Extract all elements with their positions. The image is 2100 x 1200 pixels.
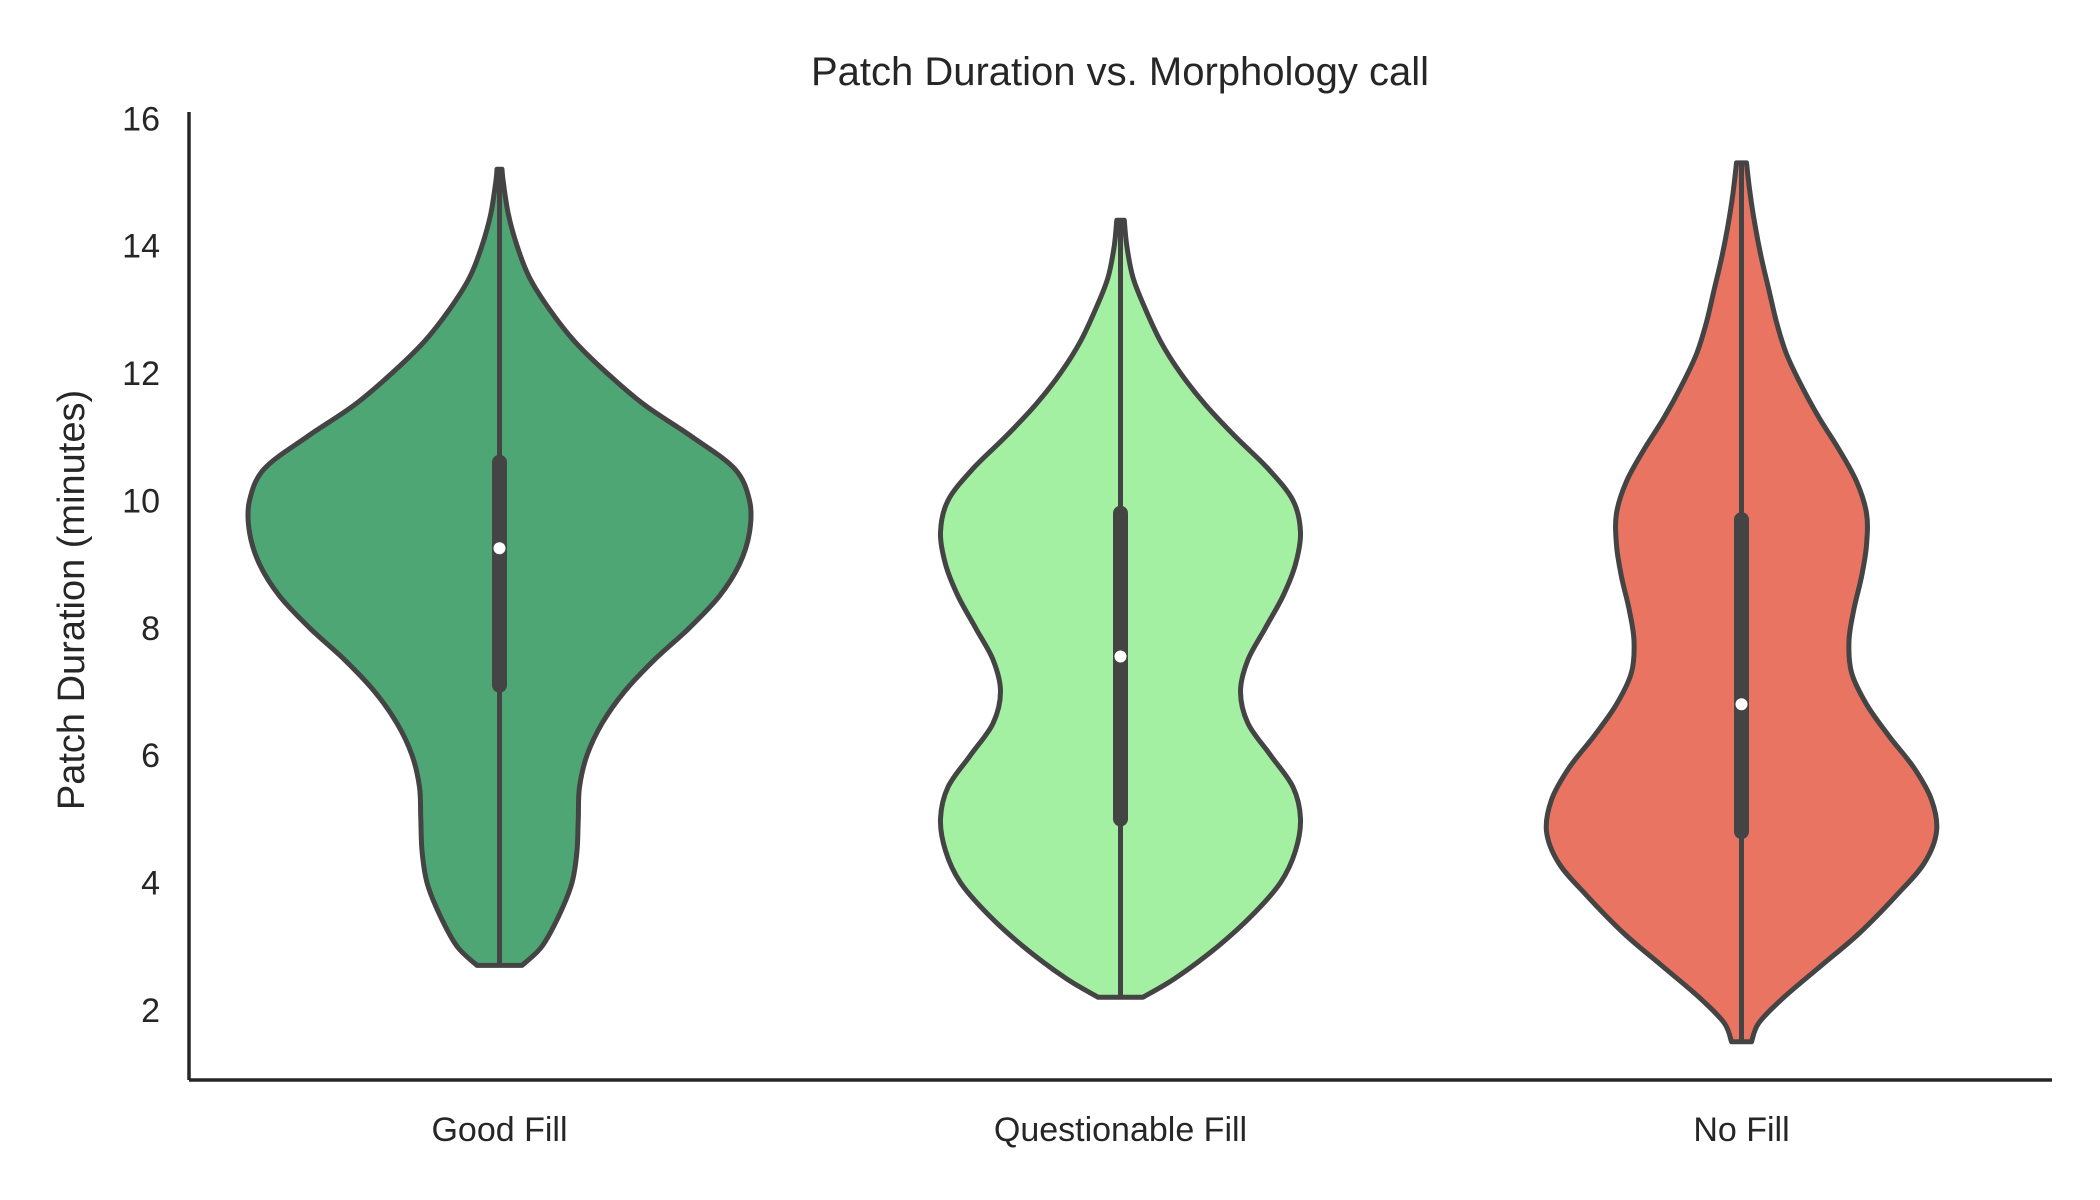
violin-group-good-fill — [245, 166, 754, 968]
y-tick-label: 12 — [122, 355, 160, 393]
x-tick-label-no-fill: No Fill — [1693, 1111, 1789, 1149]
y-tick-label: 4 — [141, 865, 160, 903]
median-point-no-fill — [1735, 698, 1748, 711]
median-point-questionable-fill — [1114, 650, 1127, 663]
tick-labels: 2 4 6 8 10 12 14 16 Good Fill Questionable Fill No… — [122, 100, 1790, 1149]
chart-title: Patch Duration vs. Morphology call — [811, 50, 1429, 94]
y-tick-label: 16 — [122, 100, 160, 138]
y-tick-label: 6 — [141, 737, 160, 775]
plot-area — [245, 160, 1940, 1045]
y-tick-label: 14 — [122, 228, 160, 266]
x-tick-label-questionable-fill: Questionable Fill — [994, 1111, 1247, 1149]
median-point-good-fill — [493, 542, 506, 555]
y-axis-label: Patch Duration (minutes) — [51, 390, 93, 810]
y-tick-label: 10 — [122, 482, 160, 520]
x-tick-label-good-fill: Good Fill — [431, 1111, 567, 1149]
y-tick-label: 8 — [141, 610, 160, 648]
violin-group-questionable-fill — [937, 217, 1304, 1000]
violin-group-no-fill — [1543, 160, 1940, 1045]
y-tick-label: 2 — [141, 992, 160, 1030]
